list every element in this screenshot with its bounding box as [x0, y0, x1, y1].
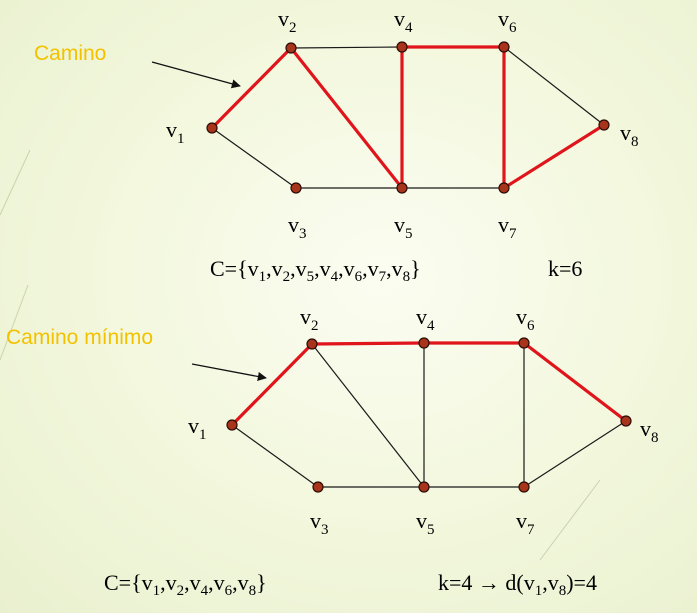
label-v3-top: v3 [288, 212, 307, 242]
edge-v7-v8-bottom [523, 420, 627, 488]
label-v1-top: v1 [166, 117, 185, 147]
path-set-top: C={v1,v2,v5,v4,v6,v7,v8} [210, 256, 421, 285]
edge-v1-v2-bottom-highlighted [230, 342, 314, 427]
edge-v1-v3-bottom [231, 424, 319, 488]
vertex-v5-top [396, 182, 408, 194]
label-v7-bottom: v7 [516, 508, 535, 538]
graph-top-nodes [206, 41, 610, 194]
label-v2-bottom: v2 [300, 304, 319, 334]
vertex-v4-top [396, 41, 408, 53]
label-v8-top: v8 [620, 120, 639, 150]
vertex-v2-bottom [306, 338, 318, 350]
callout-camino: Camino [34, 42, 106, 65]
callout-camino-minimo: Camino mínimo [6, 326, 153, 349]
vertex-v2-top [285, 42, 297, 54]
graph-top: Camino v1 v2 v3 v4 v5 v6 v7 v8 C={v1,v2,… [34, 6, 639, 285]
vertex-v5-bottom [418, 481, 430, 493]
edge-v1-v3-top [211, 127, 297, 189]
label-v2-top: v2 [278, 6, 297, 36]
label-v5-bottom: v5 [416, 508, 435, 538]
edge-v2-v4-bottom-highlighted [310, 341, 426, 346]
edge-v2-v5-top-highlighted [289, 46, 404, 190]
label-v4-bottom: v4 [416, 304, 435, 334]
edge-v7-v8-top-highlighted [502, 123, 606, 190]
edge-v6-v8-bottom-highlighted [522, 341, 628, 423]
graph-bottom: Camino mínimo v1 v2 v3 v4 v5 v6 v7 v8 C=… [6, 304, 659, 599]
callout-arrow-bottom [191, 363, 267, 381]
label-v6-bottom: v6 [516, 304, 535, 334]
background-deco-line-3 [539, 479, 601, 561]
path-set-bottom: C={v1,v2,v4,v6,v8} [104, 570, 267, 599]
vertex-v8-top [598, 119, 610, 131]
vertex-v6-top [498, 41, 510, 53]
graph-top-edges [210, 45, 606, 190]
label-v7-top: v7 [498, 212, 517, 242]
vertex-v3-bottom [312, 481, 324, 493]
vertex-v1-top [206, 122, 218, 134]
edge-v6-v8-top [503, 46, 605, 126]
label-v5-top: v5 [394, 212, 413, 242]
background-deco-line-1 [0, 149, 31, 216]
label-v6-top: v6 [498, 6, 517, 36]
vertex-v4-bottom [418, 337, 430, 349]
vertex-v7-top [498, 182, 510, 194]
edge-v2-v5-bottom [311, 343, 425, 488]
graph-bottom-edges [230, 341, 628, 488]
graph-bottom-nodes [226, 337, 632, 493]
path-length-bottom: k=4 → d(v1,v8)=4 [438, 570, 597, 599]
edge-v2-v4-top [290, 46, 403, 49]
edge-v1-v2-top-highlighted [210, 46, 293, 130]
background-deco-line-2 [0, 284, 29, 361]
vertex-v8-bottom [620, 415, 632, 427]
label-v1-bottom: v1 [188, 413, 207, 443]
vertex-v7-bottom [518, 481, 530, 493]
callout-arrow-top [151, 61, 241, 89]
label-v3-bottom: v3 [310, 508, 329, 538]
vertex-v3-top [290, 182, 302, 194]
vertex-v6-bottom [518, 337, 530, 349]
path-length-top: k=6 [548, 256, 582, 281]
vertex-v1-bottom [226, 419, 238, 431]
label-v8-bottom: v8 [640, 416, 659, 446]
label-v4-top: v4 [394, 6, 413, 36]
